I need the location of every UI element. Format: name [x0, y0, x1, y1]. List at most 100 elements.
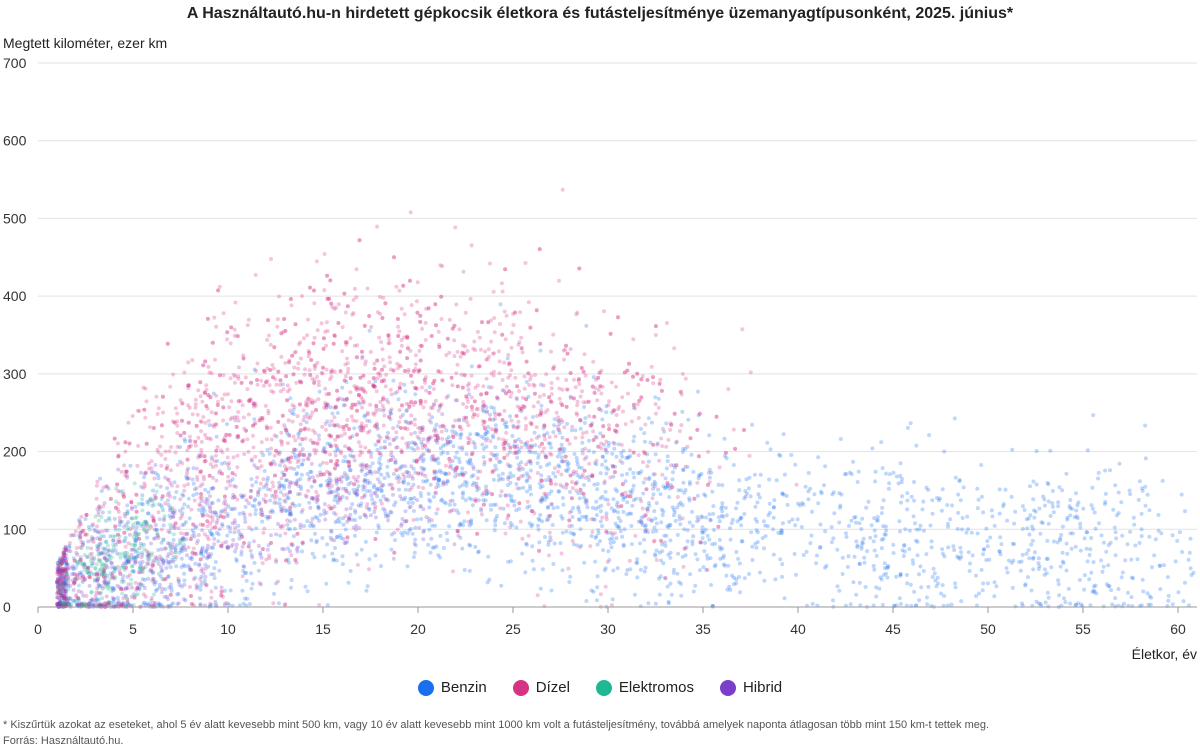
data-point-benzin [873, 469, 878, 474]
data-point-dízel [214, 422, 218, 427]
data-point-benzin [288, 396, 293, 401]
data-point-dízel [400, 436, 405, 441]
data-point-benzin [185, 476, 189, 481]
data-point-dízel [169, 468, 173, 473]
data-point-benzin [112, 566, 117, 571]
data-point-dízel [292, 350, 297, 355]
data-point-benzin [425, 437, 430, 441]
data-point-benzin [765, 524, 770, 529]
data-point-dízel [631, 337, 636, 342]
data-point-benzin [883, 532, 888, 537]
data-point-benzin [678, 522, 683, 527]
data-point-dízel [592, 414, 597, 419]
data-point-dízel [332, 307, 337, 311]
data-point-benzin [437, 405, 442, 410]
data-point-benzin [81, 540, 86, 545]
data-point-benzin [1010, 541, 1015, 546]
data-point-benzin [937, 496, 942, 501]
data-point-benzin [460, 546, 465, 551]
data-point-dízel [547, 435, 552, 440]
data-point-benzin [664, 533, 669, 538]
data-point-dízel [251, 445, 256, 450]
data-point-benzin [169, 603, 174, 607]
data-point-benzin [125, 473, 129, 478]
data-point-dízel [261, 383, 266, 388]
data-point-benzin [172, 480, 177, 485]
data-point-dízel [214, 324, 219, 329]
data-point-dízel [454, 371, 459, 376]
data-point-dízel [152, 476, 157, 481]
data-point-benzin [801, 502, 806, 507]
data-point-dízel [275, 324, 280, 329]
data-point-benzin [687, 520, 692, 525]
data-point-benzin [631, 498, 636, 503]
data-point-benzin [406, 481, 411, 486]
data-point-benzin [793, 523, 798, 528]
data-point-benzin [286, 557, 290, 562]
data-point-dízel [551, 332, 556, 337]
data-point-dízel [740, 327, 745, 332]
data-point-benzin [953, 581, 958, 586]
data-point-dízel [596, 375, 601, 380]
data-point-dízel [365, 410, 370, 415]
data-point-benzin [720, 501, 725, 506]
data-point-benzin [625, 568, 630, 573]
data-point-dízel [365, 418, 369, 423]
data-point-dízel [155, 412, 160, 416]
data-point-benzin [626, 455, 631, 460]
data-point-benzin [844, 535, 849, 539]
data-point-benzin [56, 582, 61, 587]
data-point-benzin [115, 540, 120, 545]
data-point-benzin [249, 586, 254, 591]
data-point-benzin [367, 489, 372, 494]
data-point-dízel [302, 336, 306, 341]
data-point-benzin [628, 489, 633, 494]
data-point-benzin [393, 500, 398, 505]
data-point-benzin [665, 584, 670, 589]
data-point-benzin [212, 566, 217, 571]
data-point-dízel [227, 433, 232, 437]
data-point-benzin [330, 411, 335, 416]
data-point-benzin [604, 465, 609, 470]
data-point-benzin [816, 501, 821, 506]
data-point-benzin [1055, 540, 1060, 545]
data-point-benzin [424, 447, 429, 452]
data-point-dízel [382, 413, 387, 418]
data-point-dízel [247, 525, 252, 530]
data-point-dízel [731, 427, 736, 432]
data-point-dízel [466, 519, 471, 524]
data-point-dízel [199, 447, 204, 452]
data-point-dízel [465, 383, 470, 388]
data-point-benzin [346, 475, 351, 480]
data-point-benzin [646, 601, 651, 606]
data-point-benzin [643, 529, 648, 534]
data-point-dízel [115, 482, 120, 487]
data-point-dízel [357, 238, 362, 243]
data-point-benzin [615, 500, 620, 505]
data-point-benzin [515, 397, 519, 402]
data-point-benzin [467, 496, 472, 501]
data-point-benzin [560, 568, 565, 573]
data-point-benzin [1137, 479, 1142, 484]
data-point-dízel [161, 518, 166, 523]
data-point-benzin [603, 497, 608, 502]
data-point-dízel [665, 481, 670, 486]
data-point-benzin [872, 567, 877, 572]
data-point-benzin [695, 557, 700, 562]
data-point-dízel [146, 461, 151, 466]
data-point-benzin [1188, 536, 1193, 541]
data-point-benzin [405, 470, 410, 474]
data-point-benzin [1162, 563, 1166, 568]
data-point-benzin [270, 494, 274, 498]
data-point-benzin [527, 504, 532, 509]
data-point-dízel [345, 370, 350, 375]
data-point-dízel [160, 494, 165, 499]
data-point-benzin [512, 503, 517, 508]
data-point-benzin [491, 453, 496, 458]
data-point-dízel [242, 452, 247, 457]
data-point-benzin [860, 516, 865, 521]
data-point-benzin [312, 555, 317, 560]
data-point-benzin [653, 553, 658, 558]
data-point-benzin [780, 521, 785, 526]
data-point-dízel [395, 389, 400, 394]
